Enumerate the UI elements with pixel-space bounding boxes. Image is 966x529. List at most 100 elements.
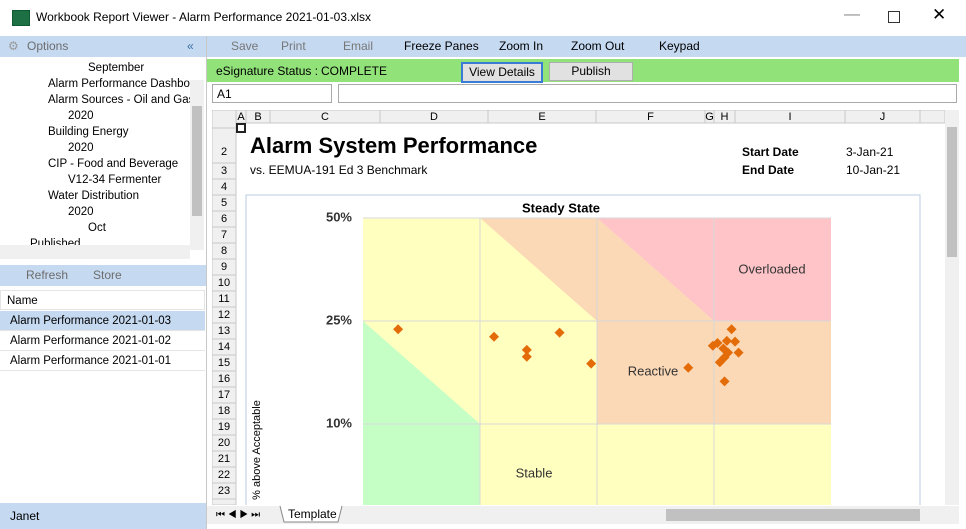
sheet-grid: A B C D E F G H I J234567891011121314151617181920… [212,110,945,505]
start-label: Start Date [742,145,799,159]
tree-item[interactable]: Alarm Sources - Oil and Gas [48,94,190,106]
tree-item[interactable]: Building Energy [48,126,129,138]
list-header[interactable]: Name [0,290,205,310]
close-button[interactable]: ✕ [932,5,947,24]
column-header: A [237,111,245,123]
sheet-subtitle: vs. EEMUA-191 Ed 3 Benchmark [250,163,428,177]
column-header: F [647,111,654,123]
scroll-thumb[interactable] [947,127,957,257]
report-item[interactable]: Alarm Performance 2021-01-01 [0,351,205,371]
save-button[interactable]: Save [231,39,259,53]
start-value: 3-Jan-21 [846,145,894,159]
options-header[interactable]: ⚙ Options « [0,36,206,57]
tree-item[interactable]: 2020 [68,206,94,218]
signature-label: eSignature Status : [216,64,319,78]
minimize-button[interactable]: — [844,6,860,23]
cell-reference[interactable]: A1 [212,84,332,103]
print-button[interactable]: Print [281,39,306,53]
data-point [733,347,744,358]
row-header: 13 [218,325,230,337]
column-header: E [538,111,545,123]
region-label: Stable [516,465,553,480]
report-toolbar: Refresh Store [0,265,206,286]
column-header: C [321,111,329,123]
row-header: 21 [218,453,230,465]
email-button[interactable]: Email [343,39,374,53]
row-header: 16 [218,373,230,385]
data-point [489,331,500,342]
tree-item[interactable]: 2020 [68,110,94,122]
tree-item[interactable]: 2020 [68,142,94,154]
row-header: 6 [221,213,227,225]
region-label: Reactive [628,363,679,378]
data-point [719,376,730,387]
horizontal-scroll-thumb[interactable] [666,509,920,521]
formula-bar[interactable] [338,84,957,103]
row-header: 4 [221,181,227,193]
row-header: 8 [221,245,227,257]
tab-nav[interactable]: ⏮ ◀ ▶ ⏭ [216,510,260,521]
y-axis-label: % above Acceptable [251,400,263,500]
region-label: Overloaded [738,261,805,276]
data-point [723,347,734,358]
report-item[interactable]: Alarm Performance 2021-01-03 [0,311,205,331]
row-header: 9 [221,261,227,273]
data-point [683,362,694,373]
tree-item[interactable]: Oct [88,222,106,234]
y-tick-label: 10% [326,415,352,430]
row-header: 17 [218,389,230,401]
row-header: 5 [221,197,227,209]
data-point [721,335,732,346]
row-header: 2 [221,146,227,158]
title-bar: Workbook Report Viewer - Alarm Performan… [0,0,966,35]
row-header: 12 [218,309,230,321]
tree-item[interactable]: Alarm Performance Dashboard [48,78,190,90]
row-header: 15 [218,357,230,369]
row-header: 19 [218,421,230,433]
refresh-button[interactable]: Refresh [26,268,69,282]
tree-scrollbar[interactable] [190,80,204,250]
tree-hscrollbar[interactable] [0,245,190,259]
end-label: End Date [742,163,794,177]
data-point [554,327,565,338]
row-header: 11 [218,293,229,305]
keypad-button[interactable]: Keypad [659,39,700,53]
data-point [586,358,597,369]
row-header: 20 [218,437,230,449]
data-point [521,344,532,355]
data-point [730,336,741,347]
freeze-panes-button[interactable]: Freeze Panes [404,39,479,53]
row-header: 3 [221,165,227,177]
data-point [726,324,737,335]
store-button[interactable]: Store [93,268,122,282]
zoom-in-button[interactable]: Zoom In [499,39,544,53]
data-point [712,337,723,348]
maximize-button[interactable] [888,11,900,23]
region-robust [363,321,480,505]
column-header-bar [212,110,945,124]
tree-item[interactable]: V12-34 Fermenter [68,174,162,186]
signature-status: COMPLETE [321,64,388,78]
sheet-tab-label[interactable]: Template [288,507,337,521]
options-label: Options [27,39,69,53]
zoom-out-button[interactable]: Zoom Out [571,39,625,53]
column-header: G [705,111,714,123]
tree-item[interactable]: Water Distribution [48,190,139,202]
report-item[interactable]: Alarm Performance 2021-01-02 [0,331,205,351]
row-header: 22 [218,469,230,481]
y-tick-label: 25% [326,312,352,327]
y-tick-label: 50% [326,209,352,224]
tree-item[interactable]: CIP - Food and Beverage [48,158,179,170]
chart-title: Steady State [522,200,600,215]
row-header: 7 [221,229,227,241]
tree-item[interactable]: September [88,62,145,74]
selected-cell [236,123,246,133]
publish-button[interactable]: Publish [549,62,633,81]
row-header: 18 [218,405,230,417]
sheet-tab[interactable] [279,505,343,523]
left-panel: ⚙ Options « September Alarm Performance D… [0,36,207,529]
view-details-button[interactable]: View Details [461,62,543,83]
